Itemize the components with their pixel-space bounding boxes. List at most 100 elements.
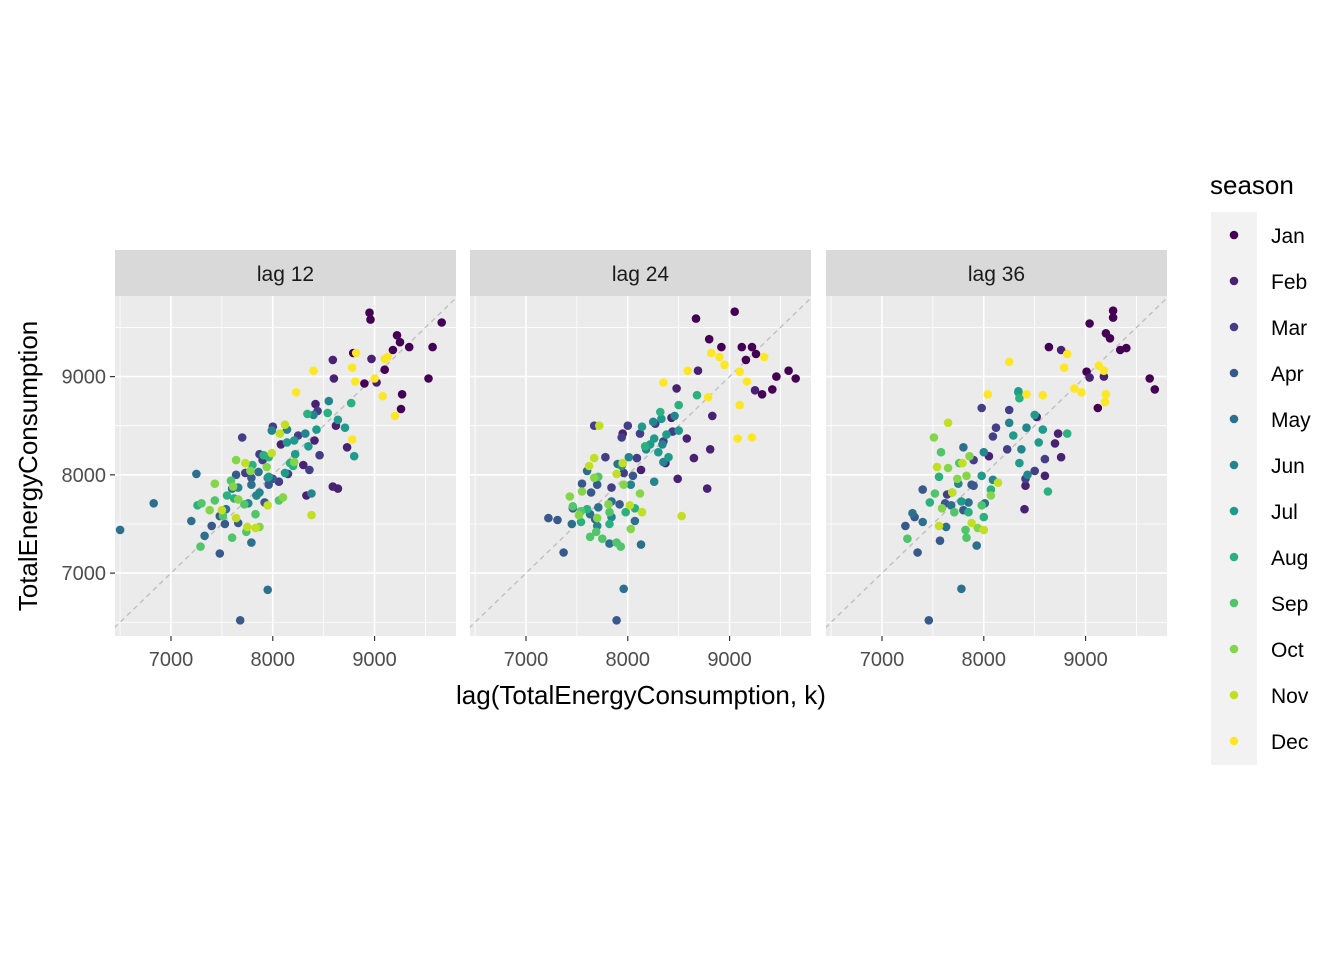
data-point-jul xyxy=(312,425,321,434)
data-point-aug xyxy=(986,485,996,494)
data-point-apr xyxy=(264,480,274,490)
reference-line-y-equals-x xyxy=(115,296,456,629)
data-point-nov xyxy=(584,461,594,471)
data-point-nov xyxy=(595,421,604,431)
data-point-jan xyxy=(404,342,414,352)
data-point-mar xyxy=(977,403,986,413)
data-point-nov xyxy=(251,523,260,533)
data-point-apr xyxy=(553,515,562,525)
data-point-may xyxy=(192,469,201,479)
data-point-jun xyxy=(1023,470,1032,480)
legend-key-jul xyxy=(1229,506,1239,516)
facet-strip xyxy=(470,250,811,296)
y-axis-title: TotalEnergyConsumption xyxy=(13,321,43,612)
data-point-dec xyxy=(715,352,724,362)
data-point-dec xyxy=(351,348,361,358)
panel-2: lag 24 7000 8000 9000 xyxy=(470,250,811,671)
data-point-may xyxy=(187,516,196,526)
data-point-sep xyxy=(197,499,206,508)
data-point-jan xyxy=(428,342,437,352)
data-point-jan xyxy=(751,349,761,359)
data-point-mar xyxy=(632,453,642,463)
data-point-jul xyxy=(977,471,986,481)
data-point-nov xyxy=(275,429,285,438)
data-point-aug xyxy=(259,450,268,460)
panel-3: lag 36 7000 8000 9000 xyxy=(826,250,1167,671)
data-point-jan xyxy=(1101,329,1111,338)
legend-label-apr: Apr xyxy=(1271,363,1304,386)
data-point-dec xyxy=(733,434,742,443)
data-point-apr xyxy=(586,488,596,497)
data-point-sep xyxy=(251,509,260,519)
data-point-nov xyxy=(958,458,967,468)
data-point-may xyxy=(964,498,973,507)
data-point-dec xyxy=(1004,357,1014,367)
data-point-jan xyxy=(388,345,398,355)
data-point-oct xyxy=(565,492,575,501)
data-point-sep xyxy=(227,533,237,542)
data-point-dec xyxy=(1062,349,1072,359)
data-point-dec xyxy=(742,377,752,386)
data-point-aug xyxy=(621,507,630,517)
legend-label-oct: Oct xyxy=(1271,639,1304,662)
data-point-dec xyxy=(347,363,357,373)
legend-label-sep: Sep xyxy=(1271,593,1308,616)
data-point-jun xyxy=(267,426,277,435)
data-point-aug xyxy=(674,400,683,410)
data-point-nov xyxy=(243,522,252,532)
data-point-sep xyxy=(930,489,940,498)
data-point-nov xyxy=(932,462,942,472)
data-point-jul xyxy=(340,423,350,433)
data-point-jun xyxy=(1022,423,1031,433)
data-point-jan xyxy=(772,372,781,381)
legend-key-apr xyxy=(1229,368,1239,378)
legend-label-nov: Nov xyxy=(1271,685,1309,708)
data-point-jan xyxy=(1108,313,1118,322)
data-point-sep xyxy=(585,532,595,542)
data-point-may xyxy=(957,584,966,594)
data-point-oct xyxy=(953,474,962,484)
x-tick-label: 9000 xyxy=(707,649,752,671)
data-point-may xyxy=(630,516,640,526)
data-point-feb xyxy=(702,484,712,493)
data-point-jan xyxy=(437,318,447,327)
data-point-dec xyxy=(378,391,388,401)
data-point-may xyxy=(247,480,256,490)
data-point-may xyxy=(946,501,956,510)
data-point-feb xyxy=(636,465,646,475)
data-point-aug xyxy=(925,498,935,507)
data-point-feb xyxy=(310,436,319,445)
data-point-jun xyxy=(307,489,316,498)
data-point-jul xyxy=(637,422,647,432)
data-point-jul xyxy=(654,447,663,457)
data-point-jun xyxy=(301,429,310,438)
data-point-aug xyxy=(1015,393,1024,403)
data-point-may xyxy=(200,531,209,541)
data-point-may xyxy=(263,585,273,595)
data-point-jan xyxy=(380,365,390,375)
data-point-feb xyxy=(299,460,308,470)
legend-label-jul: Jul xyxy=(1271,501,1298,524)
data-point-jun xyxy=(324,396,334,406)
data-point-sep xyxy=(950,507,959,517)
legend-key-background xyxy=(1211,212,1257,765)
data-point-feb xyxy=(682,434,692,443)
data-point-oct xyxy=(943,463,953,473)
panel-background xyxy=(826,296,1167,636)
data-point-oct xyxy=(228,482,238,491)
data-point-mar xyxy=(623,421,633,431)
data-point-jan xyxy=(1145,374,1154,383)
data-point-feb xyxy=(1085,373,1094,382)
data-point-aug xyxy=(979,512,989,522)
data-point-oct xyxy=(231,455,241,465)
data-point-apr xyxy=(231,470,241,480)
data-point-aug xyxy=(303,409,312,419)
data-point-may xyxy=(636,540,646,549)
y-tick-label: 9000 xyxy=(62,367,107,389)
data-point-apr xyxy=(220,519,230,529)
data-point-may xyxy=(254,467,263,477)
x-tick-label: 7000 xyxy=(149,649,194,671)
data-point-jan xyxy=(424,374,433,383)
data-point-aug xyxy=(605,519,614,529)
data-point-oct xyxy=(962,471,971,481)
